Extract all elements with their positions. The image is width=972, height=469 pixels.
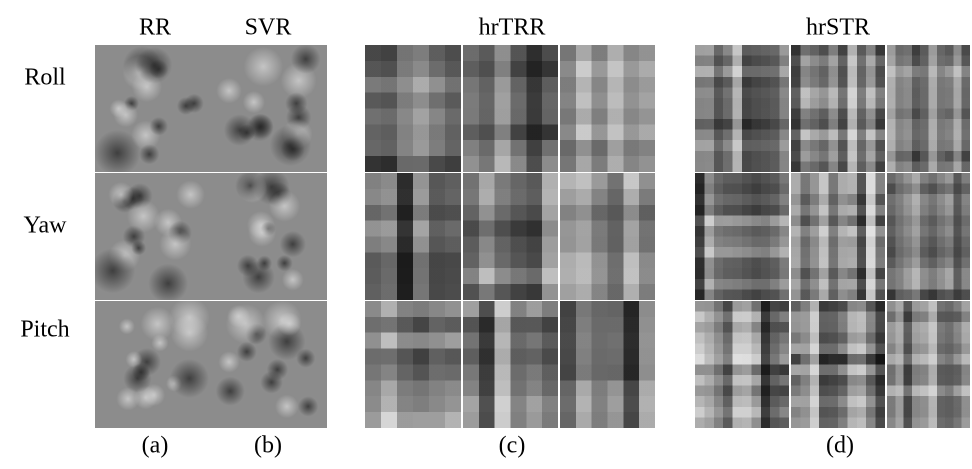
column-header: hrSTR [805,14,871,41]
tensor-weight-map [695,45,789,172]
caption: (b) [254,432,282,459]
row-label: Pitch [20,316,70,343]
caption: (a) [141,432,169,459]
tensor-weight-map [560,45,655,172]
tensor-weight-map [463,301,558,428]
caption: (c) [498,432,526,459]
tensor-weight-map [887,173,970,300]
tensor-weight-map [887,301,970,428]
row-label: Yaw [23,212,67,239]
face-weight-map [95,45,213,172]
tensor-weight-map [463,173,558,300]
row-label: Roll [24,64,66,91]
tensor-weight-map [695,301,789,428]
column-header: RR [138,14,172,41]
face-weight-map [209,301,327,428]
tensor-weight-map [791,301,885,428]
face-weight-map [95,301,213,428]
tensor-weight-map [791,45,885,172]
tensor-weight-map [365,45,461,172]
tensor-weight-map [463,45,558,172]
column-header: SVR [244,14,292,41]
face-weight-map [95,173,213,300]
tensor-weight-map [791,173,885,300]
tensor-weight-map [887,45,970,172]
column-header: hrTRR [478,14,546,41]
tensor-weight-map [365,301,461,428]
face-weight-map [209,45,327,172]
tensor-weight-map [365,173,461,300]
tensor-weight-map [560,301,655,428]
face-weight-map [209,173,327,300]
tensor-weight-map [695,173,789,300]
tensor-weight-map [560,173,655,300]
caption: (d) [826,432,854,459]
